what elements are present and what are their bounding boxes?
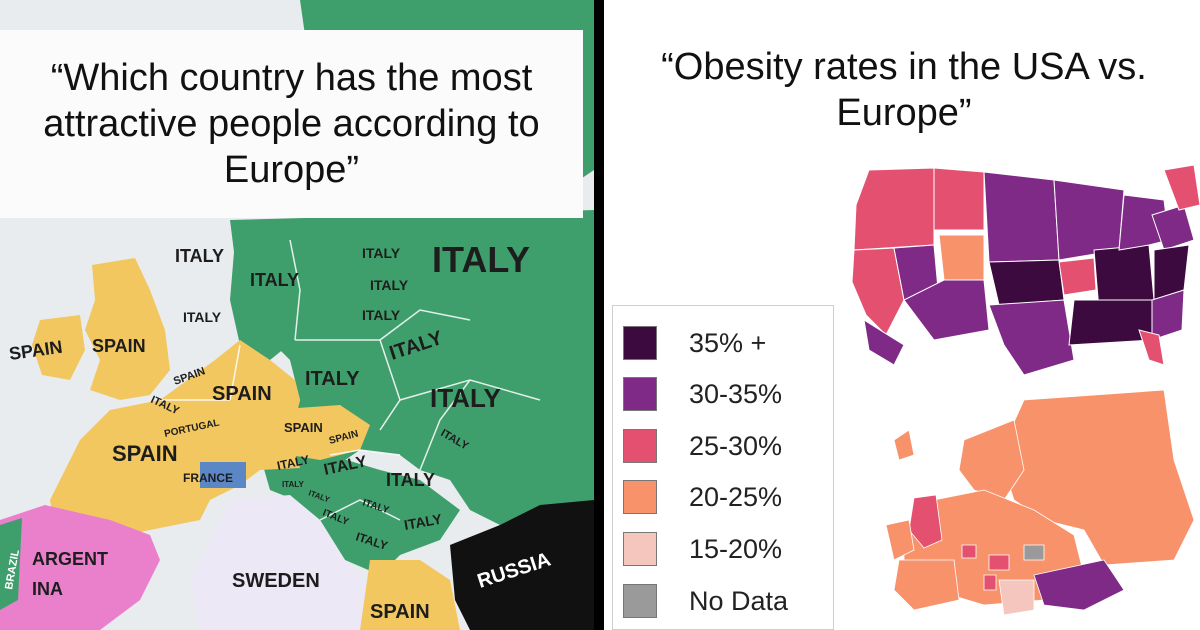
label-spain: SPAIN: [284, 420, 323, 435]
label-italy: ITALY: [250, 270, 299, 290]
country-borders: [160, 239, 541, 521]
legend-item: 25-30%: [623, 426, 782, 466]
label-italy: ITALY: [175, 246, 224, 266]
label-spain: SPAIN: [370, 601, 430, 623]
label-italy: ITALY: [386, 470, 435, 490]
legend-swatch: [623, 377, 657, 411]
legend-label: 30-35%: [689, 378, 783, 409]
legend-item: 35% +: [623, 323, 766, 363]
region-uk: [85, 258, 170, 400]
legend-swatch: [623, 584, 657, 618]
legend-swatch: [623, 429, 657, 463]
legend-label: No Data: [689, 585, 789, 616]
label-spain: SPAIN: [112, 441, 178, 466]
label-italy: ITALY: [305, 368, 360, 390]
legend-label: 35% +: [689, 327, 767, 358]
label-france: FRANCE: [183, 471, 233, 485]
region-western-europe: [50, 340, 300, 560]
legend-swatch: [623, 532, 657, 566]
legend-item: 15-20%: [623, 529, 782, 569]
region-france: [200, 462, 246, 488]
label-italy: ITALY: [362, 245, 401, 261]
obesity-maps: [851, 164, 1200, 616]
region-greece: [360, 560, 460, 630]
label-spain: SPAIN: [212, 383, 272, 405]
region-balkans: [260, 455, 460, 575]
region-ireland: [32, 315, 85, 380]
right-map-panel: “Obesity rates in the USA vs. Europe”: [604, 0, 1200, 630]
left-caption-text: “Which country has the most attractive p…: [43, 57, 540, 191]
legend-swatch: [623, 480, 657, 514]
label-sweden: SWEDEN: [232, 570, 320, 592]
left-map-panel: ITALY ITALY ITALY ITALY ITALY ITALY ITAL…: [0, 0, 594, 630]
label-italy: ITALY: [403, 510, 444, 532]
region-sweden-italy: [190, 495, 370, 630]
legend: 35% + 30-35% 25-30% 20-25% 15-20% No Dat…: [612, 305, 834, 630]
label-argentina: INA: [32, 579, 63, 599]
region-argentina: [0, 505, 160, 630]
label-italy-big: ITALY: [432, 239, 530, 280]
label-spain: SPAIN: [92, 336, 146, 356]
attractiveness-map: ITALY ITALY ITALY ITALY ITALY ITALY ITAL…: [0, 0, 594, 630]
map-labels: ITALY ITALY ITALY ITALY ITALY ITALY ITAL…: [3, 239, 553, 623]
left-caption: “Which country has the most attractive p…: [0, 30, 583, 218]
label-italy: ITALY: [183, 309, 222, 325]
legend-label: 25-30%: [689, 430, 783, 461]
right-caption-text: “Obesity rates in the USA vs. Europe”: [661, 46, 1147, 134]
region-germany: [230, 240, 300, 360]
legend-label: 20-25%: [689, 481, 783, 512]
panel-divider: [594, 0, 604, 630]
legend-swatch: [623, 326, 657, 360]
label-italy: ITALY: [370, 277, 409, 293]
region-russia: [450, 500, 594, 630]
right-caption: “Obesity rates in the USA vs. Europe”: [644, 44, 1164, 136]
legend-item: No Data: [623, 581, 788, 621]
label-argentina: ARGENT: [32, 549, 108, 569]
region-brazil: [0, 518, 22, 610]
label-italy: ITALY: [282, 480, 304, 489]
legend-item: 30-35%: [623, 374, 782, 414]
region-central-yellow: [270, 405, 370, 460]
usa-map: [851, 164, 1200, 376]
label-italy: ITALY: [362, 307, 401, 323]
legend-item: 20-25%: [623, 477, 782, 517]
label-italy: ITALY: [430, 383, 501, 413]
legend-label: 15-20%: [689, 533, 783, 564]
europe-map: [885, 389, 1195, 616]
label-italy: ITALY: [276, 452, 311, 472]
